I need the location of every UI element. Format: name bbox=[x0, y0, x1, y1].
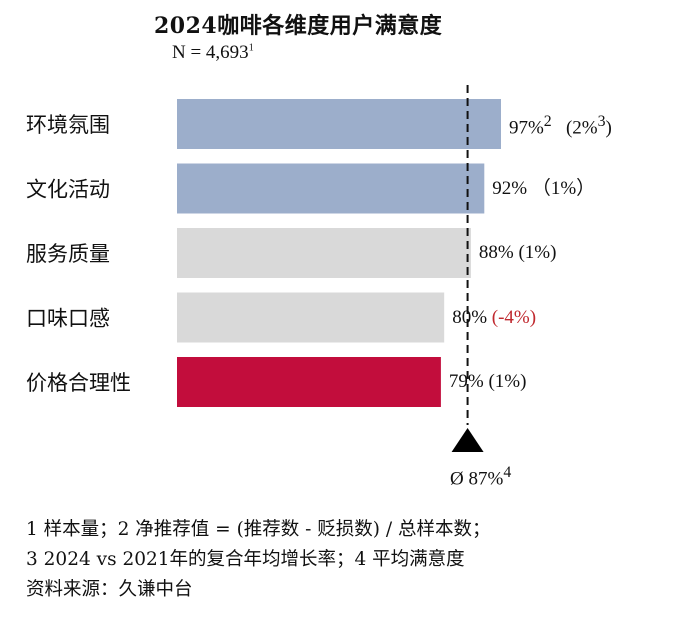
change-label: (-4%) bbox=[491, 306, 537, 328]
footnote-line-2: 3 2024 vs 2021年的复合年均增长率；4 平均满意度 bbox=[26, 549, 465, 570]
value-label: 80% bbox=[452, 306, 488, 328]
change-label: (1%) bbox=[518, 242, 557, 263]
data-label: 79% (1%) bbox=[449, 372, 527, 391]
change-label: (2% bbox=[565, 117, 598, 139]
category-label: 价格合理性 bbox=[26, 371, 131, 395]
category-label: 口味口感 bbox=[26, 307, 110, 331]
bar bbox=[177, 228, 471, 278]
value-label: 97% bbox=[508, 117, 544, 139]
average-label: Ø 87%4 bbox=[450, 464, 511, 490]
value-label: 79% bbox=[448, 371, 484, 392]
data-label: 80% (-4%) bbox=[452, 308, 536, 327]
data-label: 92% （1%） bbox=[492, 179, 595, 198]
sample-size-footnote-marker: 1 bbox=[248, 42, 254, 54]
average-footnote-marker: 4 bbox=[503, 464, 512, 481]
category-label: 环境氛围 bbox=[26, 113, 110, 137]
average-marker bbox=[451, 428, 484, 452]
bar bbox=[177, 357, 441, 407]
data-label: 88% (1%) bbox=[479, 243, 557, 262]
change-footnote-marker: 3 bbox=[597, 113, 606, 130]
change-label-close: ) bbox=[605, 117, 612, 139]
change-label: (1%) bbox=[488, 371, 527, 392]
chart-subtitle: N = 4,6931 bbox=[172, 42, 254, 64]
footnote-line-3: 资料来源：久谦中台 bbox=[26, 579, 193, 600]
average-value: Ø 87% bbox=[450, 468, 504, 490]
bar bbox=[177, 163, 485, 214]
sample-size: N = 4,693 bbox=[172, 42, 249, 63]
bar bbox=[177, 292, 445, 343]
value-label: 88% bbox=[478, 242, 514, 263]
category-label: 服务质量 bbox=[26, 242, 110, 266]
footnote-line-1: 1 样本量；2 净推荐值 = (推荐数 - 贬损数) / 总样本数； bbox=[26, 519, 491, 540]
bar bbox=[177, 99, 501, 149]
chart-title: 2024咖啡各维度用户满意度 bbox=[154, 13, 443, 39]
value-footnote-marker: 2 bbox=[543, 113, 552, 130]
data-label: 97%2 (2%3) bbox=[508, 113, 612, 139]
change-label: （1%） bbox=[531, 177, 596, 199]
value-label: 92% bbox=[492, 177, 528, 199]
category-label: 文化活动 bbox=[26, 178, 110, 202]
footnotes: 1 样本量；2 净推荐值 = (推荐数 - 贬损数) / 总样本数； 3 202… bbox=[26, 515, 491, 605]
